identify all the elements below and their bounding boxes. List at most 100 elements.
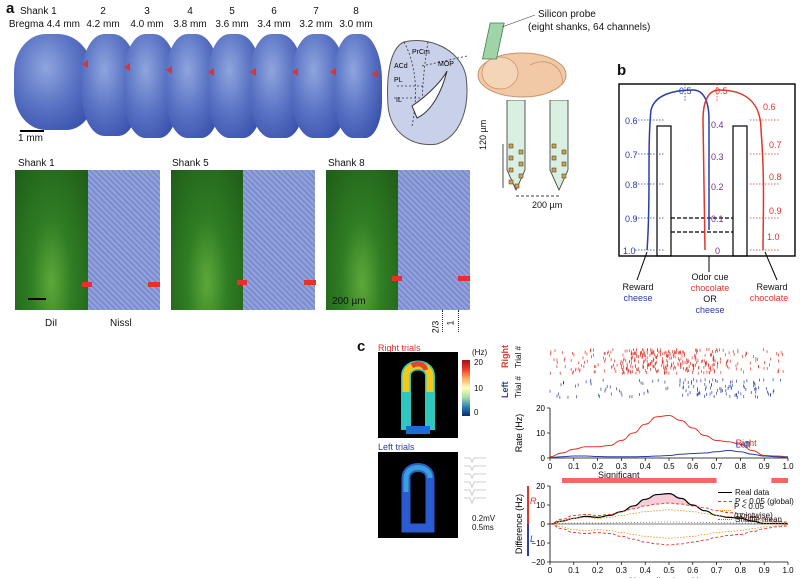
y-tick-label: 20: [536, 404, 545, 413]
purple-tick-label: 0.4: [711, 120, 724, 130]
probe-title: Silicon probe: [538, 9, 596, 20]
x-tick-label: 1.0: [782, 566, 794, 575]
axis-arrow-left: [527, 524, 529, 556]
dii-image-shank5: [171, 170, 243, 310]
x-tick-label: 0.8: [735, 462, 747, 471]
series-line-0: [549, 492, 789, 525]
reward-left-label: Reward: [622, 282, 654, 292]
x-tick-label: 0: [548, 566, 553, 575]
red-tick-label: 0.8: [769, 172, 782, 182]
atlas-region-pl: PL: [394, 77, 403, 84]
series-line-3: [549, 509, 789, 525]
x-tick-label: 0.5: [663, 462, 675, 471]
odor-cue-or: OR: [703, 294, 717, 304]
nissl-image-shank8: [398, 170, 470, 310]
nissl-image-shank5: [243, 170, 315, 310]
red-tick-label: 0.9: [769, 206, 782, 216]
probe-dim-horizontal: 200 µm: [532, 200, 563, 210]
shank-6-label: 6: [271, 6, 277, 17]
electrode-tip-arrow: [304, 280, 316, 285]
legend-pointwise: P < 0.05 (pointwise): [734, 501, 773, 520]
reward-left-item: cheese: [623, 293, 653, 303]
atlas-region-prcm: PrCm: [412, 49, 430, 56]
y-tick-label: 10: [536, 501, 545, 510]
red-tick-label: 0.6: [763, 102, 776, 112]
legend-swatch-shuffle: [718, 519, 732, 520]
brain-slice-1: [14, 34, 94, 130]
histology-title-shank1: Shank 1: [18, 158, 55, 169]
raster-axis-label-right: Trial #: [514, 346, 523, 368]
x-tick-label: 0.2: [592, 566, 604, 575]
stain-label-dii: DiI: [45, 318, 58, 329]
reward-right-label: Reward: [756, 282, 788, 292]
probe-track-marker: [330, 68, 336, 76]
shank-3-label: 3: [144, 6, 150, 17]
atlas-marker: [372, 70, 378, 78]
significant-bar: [561, 478, 717, 483]
axis-label-R: R: [530, 496, 537, 506]
x-tick-label: 0.8: [735, 566, 747, 575]
colorbar-tick-0: 0: [474, 408, 479, 417]
shank-6-bregma: 3.4 mm: [257, 19, 291, 30]
shank-8-bregma: 3.0 mm: [339, 19, 373, 30]
atlas-region-il: IL: [396, 97, 402, 104]
x-tick-label: 0.2: [592, 462, 604, 471]
spike-waveforms: [464, 457, 486, 505]
significance-fill: [550, 493, 788, 524]
axis-arrow-right: [527, 486, 529, 524]
panel-c-label: c: [357, 338, 366, 355]
shank-8-label: 8: [353, 6, 359, 17]
panel-a-label: a: [6, 0, 15, 17]
blue-tick-label: 0.7: [625, 150, 638, 160]
scale-200um-label: 200 µm: [332, 296, 366, 307]
raster-axis-label-left: Trial #: [514, 376, 523, 398]
stain-label-nissl: Nissl: [110, 318, 132, 329]
raster-right-label: Right: [500, 345, 510, 368]
y-tick-label: 10: [536, 429, 545, 438]
axis-label-L: L: [530, 534, 536, 544]
scale-bar-1mm: [20, 130, 44, 132]
nissl-image-shank1: [88, 170, 160, 310]
atlas-diagram: PrCm ACd PL IL MOP: [387, 40, 468, 146]
maze-diagram: 0.5 0.6 0.7 0.8 0.9 1.0 0.4 0.3 0.2 0.1 …: [618, 83, 796, 281]
x-axis-label: Normalized position: [629, 576, 708, 578]
shank-7-label: 7: [313, 6, 319, 17]
probe-track-marker: [208, 68, 214, 76]
legend: Real data P < 0.05 (global) P < 0.05 (po…: [718, 488, 800, 524]
purple-tick-label: 0: [715, 246, 720, 256]
y-tick-label: 0: [541, 520, 546, 529]
brain-probe-illustration: [477, 14, 567, 98]
x-tick-label: 0.3: [616, 462, 628, 471]
odor-cue-label: Odor cue: [691, 272, 729, 282]
electrode-tip-arrow: [237, 280, 247, 285]
heatmap-left-trials: [378, 452, 458, 538]
legend-shuffle: Shuffle mean: [735, 515, 782, 524]
series-line-1: [549, 502, 789, 525]
y-tick-label: 20: [536, 482, 545, 491]
x-tick-label: 0.3: [616, 566, 628, 575]
y-tick-label: 0: [541, 454, 546, 463]
y-tick-label: −20: [531, 558, 545, 567]
x-tick-label: 1.0: [782, 462, 794, 471]
layer-label-2-3: 2/3: [430, 320, 441, 334]
electrode-tip-arrow: [458, 276, 470, 281]
shank-4-bregma: 3.8 mm: [173, 19, 207, 30]
purple-tick-label: 0.2: [711, 182, 724, 192]
purple-tick-label: 0.1: [711, 214, 724, 224]
probe-track-marker: [124, 63, 130, 71]
y-axis-label: Rate (Hz): [514, 414, 524, 453]
electrode-tip-arrow: [392, 276, 402, 281]
left-trials-title: Left trials: [378, 442, 415, 452]
electrode-tip-arrow: [82, 282, 92, 287]
red-tick-label: 0.5: [715, 86, 728, 96]
panel-b-label: b: [617, 62, 627, 79]
red-tick-label: 0.7: [769, 140, 782, 150]
x-tick-label: 0.5: [663, 566, 675, 575]
x-tick-label: 0: [548, 462, 553, 471]
significant-label: Significant: [598, 470, 640, 480]
purple-tick-label: 0.3: [711, 152, 724, 162]
probe-track-marker: [292, 68, 298, 76]
difference-chart: 0 0.1 0.2 0.3 0.4 0.5 0.6 0.7 0.8 0.9 1.0 −20 −10 0 10…: [514, 478, 794, 578]
x-tick-label: 0.6: [687, 462, 699, 471]
colorbar: [462, 360, 470, 416]
